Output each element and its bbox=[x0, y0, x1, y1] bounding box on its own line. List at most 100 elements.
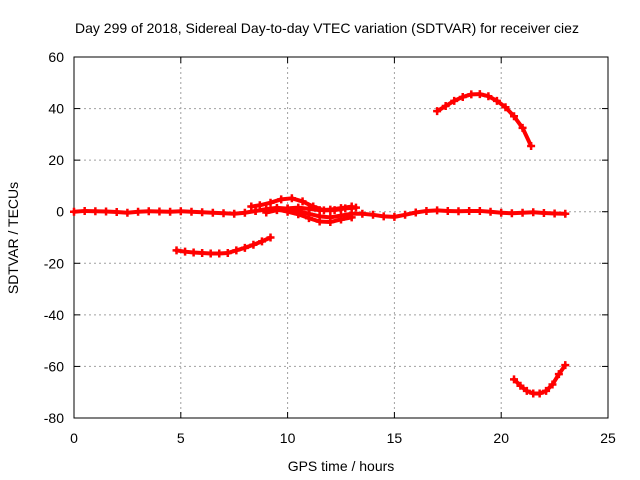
data-point bbox=[401, 210, 410, 219]
series-low-arc bbox=[172, 233, 275, 258]
data-point bbox=[484, 92, 493, 101]
x-tick-label: 20 bbox=[493, 430, 509, 446]
data-point bbox=[266, 198, 275, 207]
x-tick-label: 10 bbox=[280, 430, 296, 446]
data-point bbox=[475, 206, 484, 215]
data-point bbox=[542, 386, 551, 395]
x-axis-label: GPS time / hours bbox=[288, 458, 395, 474]
data-point bbox=[450, 96, 459, 105]
data-point bbox=[232, 246, 241, 255]
data-point bbox=[144, 207, 153, 216]
data-point bbox=[70, 207, 78, 216]
data-point bbox=[247, 202, 256, 211]
data-point bbox=[518, 208, 527, 217]
data-point bbox=[433, 107, 442, 116]
data-point bbox=[215, 249, 224, 258]
data-point bbox=[347, 202, 356, 211]
data-point bbox=[379, 212, 388, 221]
y-tick-label: 20 bbox=[48, 152, 64, 168]
data-point bbox=[458, 92, 467, 101]
data-point bbox=[497, 208, 506, 217]
data-point bbox=[522, 386, 531, 395]
axis-ticks: 0 5 10 15 20 25 -80 -60 -40 -20 0 20 40 60 bbox=[44, 49, 616, 446]
data-point bbox=[223, 248, 232, 257]
data-point bbox=[467, 90, 476, 99]
data-point bbox=[304, 214, 313, 223]
data-point bbox=[422, 206, 431, 215]
data-point bbox=[527, 141, 536, 150]
y-tick-label: 60 bbox=[48, 49, 64, 65]
data-point bbox=[326, 205, 335, 214]
data-point bbox=[516, 381, 525, 390]
y-tick-label: -60 bbox=[44, 358, 64, 374]
data-point bbox=[529, 208, 538, 217]
data-point bbox=[315, 206, 324, 215]
y-tick-label: -20 bbox=[44, 255, 64, 271]
y-tick-label: 0 bbox=[56, 204, 64, 220]
data-point bbox=[441, 101, 450, 110]
chart-title: Day 299 of 2018, Sidereal Day-to-day VTE… bbox=[75, 20, 579, 36]
series-high-arc bbox=[433, 90, 536, 150]
data-point bbox=[266, 233, 275, 242]
data-trace bbox=[512, 114, 525, 130]
data-point bbox=[535, 389, 544, 398]
data-point bbox=[443, 206, 452, 215]
data-point bbox=[255, 201, 264, 210]
data-point bbox=[486, 207, 495, 216]
data-point bbox=[358, 209, 367, 218]
data-point bbox=[112, 207, 121, 216]
data-point bbox=[240, 243, 249, 252]
data-point bbox=[206, 249, 215, 258]
data-point bbox=[155, 207, 164, 216]
data-point bbox=[187, 207, 196, 216]
data-point bbox=[390, 212, 399, 221]
data-point bbox=[492, 96, 501, 105]
series-bottom-arc bbox=[510, 361, 570, 398]
data-point bbox=[176, 207, 185, 216]
data-point bbox=[287, 194, 296, 203]
data-point bbox=[294, 210, 303, 219]
data-point bbox=[172, 246, 181, 255]
data-point bbox=[337, 204, 345, 213]
data-point bbox=[208, 208, 217, 217]
data-point bbox=[262, 208, 271, 217]
data-point bbox=[219, 209, 228, 218]
data-points bbox=[70, 90, 570, 398]
data-point bbox=[277, 195, 286, 204]
data-point bbox=[251, 206, 260, 215]
data-point bbox=[337, 215, 345, 224]
data-point bbox=[166, 207, 175, 216]
data-point bbox=[283, 204, 292, 213]
series-baseline-3 bbox=[251, 205, 356, 227]
y-tick-label: -80 bbox=[44, 410, 64, 426]
plot-frame bbox=[73, 56, 609, 419]
data-point bbox=[257, 237, 266, 246]
data-point bbox=[510, 375, 519, 384]
data-point bbox=[294, 203, 303, 212]
x-tick-label: 5 bbox=[177, 430, 185, 446]
data-point bbox=[550, 209, 559, 218]
data-point bbox=[369, 210, 378, 219]
data-trace bbox=[520, 125, 534, 148]
data-point bbox=[548, 380, 557, 389]
data-point bbox=[80, 206, 89, 215]
data-trace bbox=[503, 105, 517, 119]
data-point bbox=[465, 206, 474, 215]
data-point bbox=[433, 206, 442, 215]
data-point bbox=[561, 209, 570, 218]
data-point bbox=[454, 207, 463, 216]
data-point bbox=[230, 209, 239, 218]
y-tick-label: -40 bbox=[44, 307, 64, 323]
data-point bbox=[326, 218, 335, 227]
data-point bbox=[240, 208, 249, 217]
data-point bbox=[198, 248, 207, 257]
data-point bbox=[134, 207, 143, 216]
data-point bbox=[298, 197, 307, 206]
data-point bbox=[510, 112, 519, 121]
data-point bbox=[539, 209, 548, 218]
data-point bbox=[102, 207, 111, 216]
data-point bbox=[561, 361, 570, 370]
data-point bbox=[272, 206, 281, 215]
data-point bbox=[123, 208, 132, 217]
